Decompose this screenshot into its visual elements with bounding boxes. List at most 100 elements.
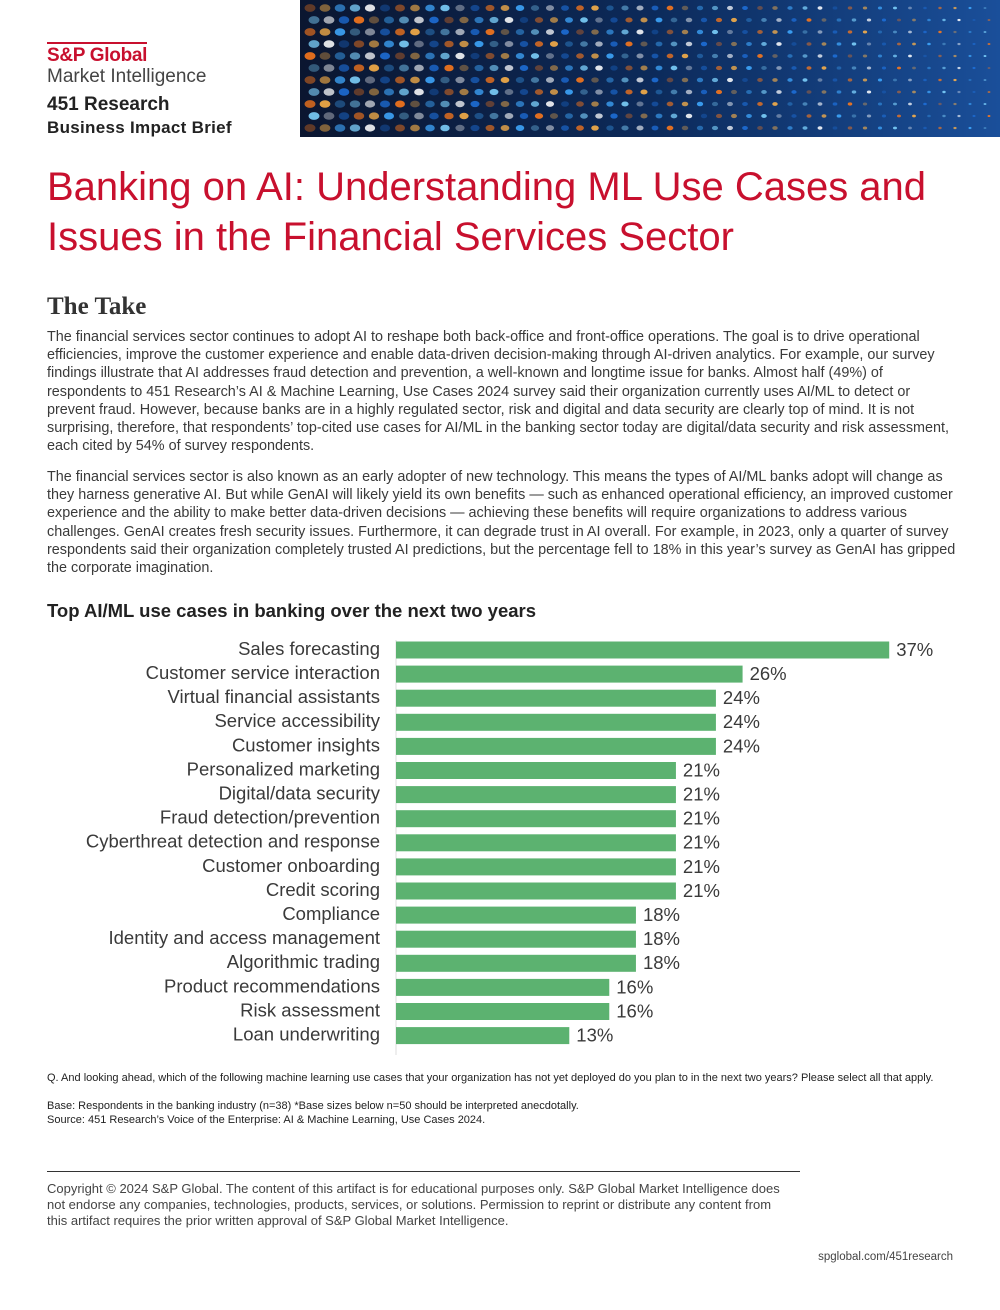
hero-dot bbox=[489, 112, 499, 120]
hero-dot bbox=[666, 29, 674, 35]
hero-dot bbox=[893, 6, 897, 10]
hero-dot bbox=[696, 77, 704, 83]
hero-dot bbox=[776, 90, 782, 94]
hero-dot bbox=[621, 29, 629, 35]
hero-dot bbox=[746, 17, 752, 23]
hero-dot bbox=[832, 54, 838, 58]
hero-dot bbox=[700, 89, 708, 95]
hero-dot bbox=[696, 5, 704, 11]
hero-dot bbox=[715, 41, 723, 47]
hero-dot bbox=[836, 18, 842, 22]
hero-dot bbox=[610, 89, 618, 95]
hero-dot bbox=[410, 28, 420, 36]
hero-dot bbox=[968, 78, 972, 82]
hero-dot bbox=[410, 4, 420, 12]
hero-dot bbox=[746, 41, 752, 47]
hero-dot bbox=[429, 16, 439, 24]
hero-dot bbox=[640, 65, 648, 71]
hero-dot bbox=[938, 102, 942, 106]
hero-dot bbox=[334, 4, 346, 12]
copyright: Copyright © 2024 S&P Global. The content… bbox=[47, 1181, 780, 1228]
hero-dot bbox=[379, 100, 391, 108]
hero-dot bbox=[987, 114, 991, 118]
hero-dot bbox=[338, 40, 350, 48]
hero-dot bbox=[561, 125, 569, 131]
hero-dot bbox=[897, 42, 901, 46]
hero-dot bbox=[610, 41, 618, 47]
hero-dot bbox=[500, 52, 510, 60]
hero-dot bbox=[399, 112, 409, 120]
hero-dot bbox=[912, 66, 916, 70]
hero-dot bbox=[776, 114, 782, 118]
hero-dot bbox=[681, 101, 689, 107]
hero-dot bbox=[410, 124, 420, 132]
category-label: Service accessibility bbox=[214, 710, 380, 731]
brief-type: Business Impact Brief bbox=[47, 118, 232, 137]
bar bbox=[396, 810, 676, 828]
hero-dot bbox=[685, 113, 693, 119]
hero-dot bbox=[727, 29, 733, 35]
hero-dot bbox=[444, 16, 454, 24]
hero-dot bbox=[983, 78, 987, 82]
hero-dot bbox=[515, 5, 525, 11]
hero-dot bbox=[791, 18, 797, 22]
hero-dot bbox=[353, 40, 365, 48]
hero-dot bbox=[425, 100, 435, 108]
hero-dot bbox=[666, 125, 674, 131]
hero-dot bbox=[395, 4, 405, 12]
hero-dot bbox=[866, 18, 872, 22]
hero-dot bbox=[821, 18, 827, 22]
hero-dot bbox=[711, 77, 719, 83]
hero-dot bbox=[817, 126, 823, 130]
hero-dot bbox=[353, 88, 365, 96]
hero-dot bbox=[338, 64, 350, 72]
hero-dot bbox=[791, 90, 797, 94]
hero-dot bbox=[606, 101, 614, 107]
value-label: 16% bbox=[616, 1000, 653, 1021]
hero-dot bbox=[746, 113, 752, 119]
hero-dot bbox=[987, 90, 991, 94]
hero-dot bbox=[621, 77, 629, 83]
hero-dot bbox=[440, 28, 450, 36]
hero-dot bbox=[787, 102, 793, 106]
hero-dot bbox=[549, 17, 559, 23]
hero-dot bbox=[504, 40, 514, 48]
hero-dot bbox=[972, 90, 976, 94]
hero-dot bbox=[893, 78, 897, 82]
hero-dot bbox=[470, 52, 480, 60]
hero-dot bbox=[319, 124, 331, 132]
hero-dot bbox=[591, 5, 599, 11]
hero-dot bbox=[349, 76, 361, 84]
hero-dot bbox=[349, 124, 361, 132]
hero-dot bbox=[983, 30, 987, 34]
hero-dot bbox=[877, 102, 883, 106]
bar bbox=[396, 954, 636, 972]
hero-dot bbox=[504, 16, 514, 24]
hero-dot bbox=[621, 5, 629, 11]
hero-dot bbox=[972, 114, 976, 118]
hero-dot bbox=[881, 66, 887, 70]
hero-dot bbox=[742, 5, 748, 11]
category-label: Risk assessment bbox=[240, 999, 380, 1020]
hero-dot bbox=[323, 88, 335, 96]
hero-dot bbox=[881, 42, 887, 46]
hero-dot bbox=[862, 78, 868, 82]
hero-dot bbox=[670, 113, 678, 119]
hero-dot bbox=[383, 16, 395, 24]
hero-dot bbox=[349, 52, 361, 60]
hero-dot bbox=[670, 17, 678, 23]
hero-dot bbox=[742, 29, 748, 35]
category-label: Fraud detection/prevention bbox=[160, 807, 380, 828]
hero-dot bbox=[425, 124, 435, 132]
hero-dot bbox=[519, 41, 529, 47]
hero-dot bbox=[308, 88, 320, 96]
bar bbox=[396, 665, 743, 683]
hero-dot bbox=[576, 53, 584, 59]
note: Base: Respondents in the banking industr… bbox=[47, 1100, 579, 1112]
hero-dot bbox=[399, 16, 409, 24]
hero-dot bbox=[757, 78, 763, 82]
hero-dot bbox=[772, 102, 778, 106]
value-label: 21% bbox=[683, 783, 720, 804]
hero-dot bbox=[485, 76, 495, 84]
hero-dot bbox=[470, 4, 480, 12]
